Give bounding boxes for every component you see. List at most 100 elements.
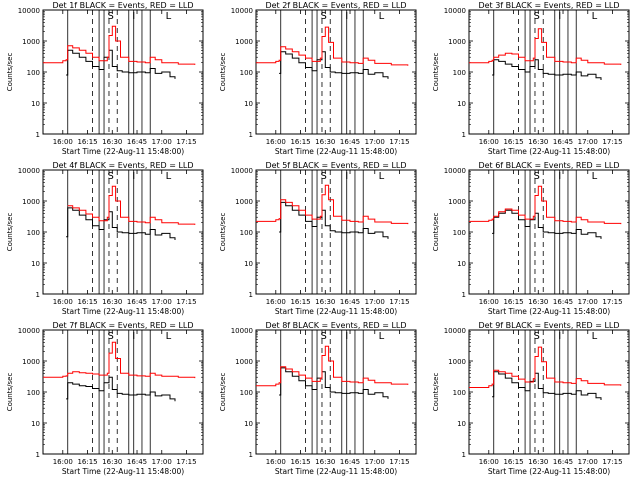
y-axis-label: Counts/sec — [6, 373, 14, 412]
x-tick-label: 16:30 — [102, 458, 122, 466]
series-line-events — [492, 371, 602, 400]
y-tick-label: 10000 — [444, 327, 466, 335]
y-tick-label: 100 — [27, 229, 40, 237]
y-tick-label: 10 — [31, 100, 40, 108]
y-tick-label: 10000 — [231, 327, 253, 335]
series-line-events — [279, 201, 389, 239]
interval-marker-label: S — [107, 331, 113, 342]
detector-panel: Det 1f BLACK = Events, RED = LLD S I L 1 10 10… — [0, 0, 213, 160]
x-tick-label: 17:00 — [365, 458, 385, 466]
x-tick-label: 17:00 — [578, 458, 598, 466]
x-axis-label: Start Time (22-Aug-11 15:48:00) — [62, 147, 184, 156]
x-tick-label: 16:45 — [340, 298, 360, 306]
x-tick-label: 16:15 — [290, 458, 310, 466]
y-tick-label: 100 — [453, 69, 466, 77]
y-tick-label: 100 — [240, 69, 253, 77]
y-tick-label: 100 — [453, 389, 466, 397]
interval-marker-label: S — [107, 11, 113, 22]
x-tick-label: 16:45 — [553, 458, 573, 466]
chart-title: Det 6f BLACK = Events, RED = LLD — [478, 161, 619, 170]
x-tick-label: 16:00 — [53, 458, 73, 466]
detector-panel: Det 3f BLACK = Events, RED = LLD S I L 1 10 10… — [426, 0, 639, 160]
x-tick-label: 17:15 — [602, 458, 622, 466]
interval-marker-label: I — [132, 331, 135, 342]
series-line-lld — [67, 185, 196, 225]
y-tick-label: 1 — [462, 451, 466, 459]
y-tick-label: 1 — [36, 291, 40, 299]
detector-panel: Det 6f BLACK = Events, RED = LLD S I L 1 10 10… — [426, 160, 639, 320]
y-tick-label: 1 — [249, 451, 253, 459]
plot-frame — [42, 169, 204, 295]
plot-frame — [468, 169, 630, 295]
y-axis-label: Counts/sec — [432, 373, 440, 412]
interval-marker-label: L — [379, 11, 385, 22]
chart-title: Det 9f BLACK = Events, RED = LLD — [478, 321, 619, 330]
chart-title: Det 1f BLACK = Events, RED = LLD — [52, 1, 193, 10]
y-tick-label: 10 — [457, 420, 466, 428]
plot-frame — [468, 9, 630, 135]
y-tick-label: 100 — [453, 229, 466, 237]
y-axis-label: Counts/sec — [219, 53, 227, 92]
x-tick-label: 16:45 — [127, 298, 147, 306]
x-tick-label: 17:00 — [152, 298, 172, 306]
interval-marker-label: S — [320, 171, 326, 182]
x-tick-label: 16:45 — [340, 138, 360, 146]
x-tick-label: 16:45 — [127, 458, 147, 466]
interval-marker-label: S — [533, 331, 539, 342]
plot-frame — [468, 329, 630, 455]
interval-marker-label: I — [345, 171, 348, 182]
detector-panel: Det 9f BLACK = Events, RED = LLD S I L 1 10 10… — [426, 320, 639, 480]
x-tick-label: 16:30 — [528, 138, 548, 146]
series-line-lld — [256, 184, 409, 225]
interval-marker-label: L — [166, 171, 172, 182]
x-tick-label: 16:00 — [53, 138, 73, 146]
x-tick-label: 16:00 — [266, 458, 286, 466]
y-tick-label: 10 — [457, 100, 466, 108]
x-tick-label: 17:15 — [176, 298, 196, 306]
y-tick-label: 1 — [249, 291, 253, 299]
interval-marker-label: L — [592, 171, 598, 182]
y-tick-label: 1000 — [235, 198, 253, 206]
x-tick-label: 16:15 — [503, 298, 523, 306]
detector-panel: Det 8f BLACK = Events, RED = LLD S I L 1 10 10… — [213, 320, 426, 480]
y-tick-label: 100 — [240, 389, 253, 397]
y-tick-label: 1000 — [448, 198, 466, 206]
x-tick-label: 16:30 — [102, 138, 122, 146]
x-tick-label: 16:00 — [266, 138, 286, 146]
y-tick-label: 10000 — [231, 167, 253, 175]
plot-frame — [255, 9, 417, 135]
y-axis-label: Counts/sec — [6, 53, 14, 92]
x-tick-label: 16:15 — [77, 298, 97, 306]
x-tick-label: 17:15 — [602, 298, 622, 306]
x-tick-label: 16:30 — [315, 298, 335, 306]
series-line-lld — [43, 341, 196, 379]
chart-title: Det 8f BLACK = Events, RED = LLD — [265, 321, 406, 330]
interval-marker-label: L — [592, 331, 598, 342]
x-tick-label: 17:00 — [365, 138, 385, 146]
y-tick-label: 1000 — [448, 38, 466, 46]
chart-title: Det 4f BLACK = Events, RED = LLD — [52, 161, 193, 170]
x-tick-label: 16:15 — [77, 138, 97, 146]
chart-title: Det 3f BLACK = Events, RED = LLD — [478, 1, 619, 10]
series-line-events — [279, 51, 389, 79]
x-axis-label: Start Time (22-Aug-11 15:48:00) — [62, 307, 184, 316]
y-tick-label: 1 — [249, 131, 253, 139]
y-tick-label: 1 — [462, 291, 466, 299]
chart-title: Det 2f BLACK = Events, RED = LLD — [265, 1, 406, 10]
y-tick-label: 10 — [244, 260, 253, 268]
interval-marker-label: L — [592, 11, 598, 22]
detector-panel: Det 7f BLACK = Events, RED = LLD S I L 1 10 10… — [0, 320, 213, 480]
interval-marker-label: L — [379, 331, 385, 342]
y-tick-label: 1000 — [235, 38, 253, 46]
x-tick-label: 16:30 — [528, 458, 548, 466]
x-axis-label: Start Time (22-Aug-11 15:48:00) — [275, 307, 397, 316]
interval-marker-label: S — [533, 11, 539, 22]
x-tick-label: 16:15 — [77, 458, 97, 466]
y-tick-label: 10 — [31, 260, 40, 268]
